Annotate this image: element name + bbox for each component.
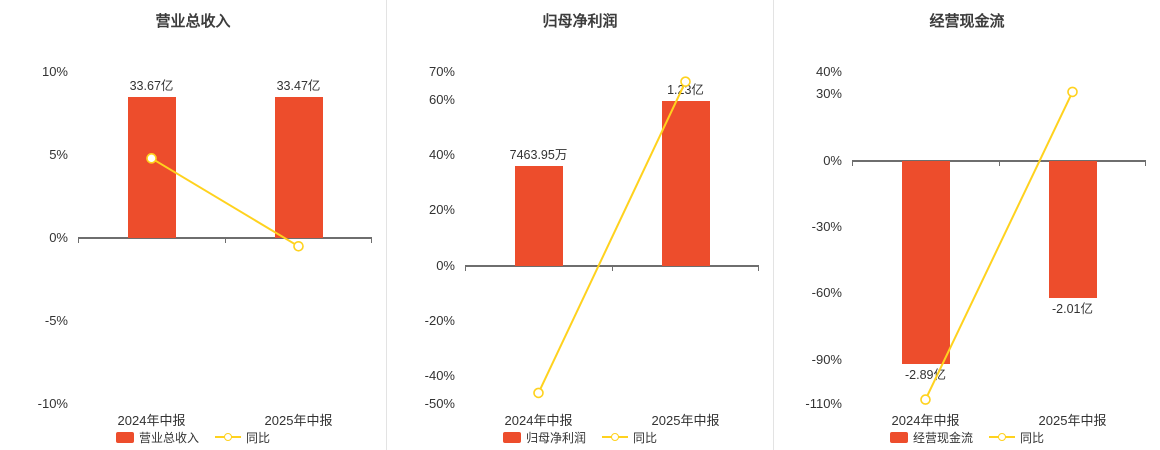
x-axis-label: 2024年中报 [504, 413, 573, 428]
plot-area: 40% 30% 0% -30% -60% -90% -110% -2.89亿 -2.01亿 202… [774, 40, 1160, 428]
x-axis-label: 2025年中报 [651, 413, 720, 428]
x-axis-label: 2025年中报 [1038, 413, 1107, 428]
legend: 营业总收入 同比 [0, 424, 386, 450]
bar-value-label: -2.01亿 [1052, 301, 1093, 316]
y-tick-label: -40% [424, 368, 455, 384]
y-tick-label: 20% [428, 202, 455, 218]
bar-value-label: 33.67亿 [129, 78, 174, 93]
y-tick-label: -5% [44, 313, 68, 328]
line-legend-label[interactable]: 同比 [633, 430, 658, 445]
chart-panel-net-profit: 归母净利润 70% 60% 40% 20% 0% -20% -40% -50% 7463.95万… [387, 0, 774, 450]
bar-value-label: 33.47亿 [276, 78, 321, 93]
y-tick-label: -50% [424, 396, 455, 411]
axis-tick [465, 265, 466, 271]
y-tick-label: -60% [811, 285, 842, 301]
y-tick-label: 40% [428, 147, 455, 162]
y-tick-label: 70% [428, 64, 455, 79]
axis-tick [852, 160, 853, 166]
y-tick-label: 60% [428, 91, 455, 107]
bar-2025年中报[interactable] [1048, 160, 1097, 298]
bar-legend-swatch[interactable] [889, 431, 908, 443]
axis-tick [78, 238, 79, 243]
y-tick-label: 0% [436, 257, 455, 273]
bar-2024年中报[interactable] [514, 166, 563, 266]
y-tick-label: -30% [811, 218, 842, 234]
y-tick-label: 40% [815, 64, 842, 79]
bar-legend-swatch[interactable] [502, 431, 521, 443]
axis-tick [225, 238, 226, 243]
chart-panel-operating-cash-flow: 经营现金流 40% 30% 0% -30% -60% -90% -110% -2.89亿 -2.… [774, 0, 1160, 450]
legend: 归母净利润 同比 [387, 424, 773, 450]
y-tick-label: -90% [811, 351, 842, 367]
axis-tick [758, 265, 759, 271]
bar-value-label: -2.89亿 [905, 368, 946, 383]
line-legend-circle-icon [998, 433, 1006, 441]
y-tick-label: 10% [41, 64, 68, 79]
line-legend-circle-icon [224, 433, 232, 441]
axis-tick [371, 238, 372, 243]
x-axis-label: 2025年中报 [264, 413, 333, 428]
bar-legend-label[interactable]: 营业总收入 [138, 430, 199, 445]
y-tick-label: -20% [424, 313, 455, 328]
y-tick-label: 0% [49, 230, 68, 245]
chart-title: 营业总收入 [155, 13, 231, 30]
y-tick-label: 30% [815, 86, 842, 102]
bar-value-label: 1.23亿 [667, 83, 704, 98]
yoy-line-marker[interactable] [533, 387, 544, 399]
yoy-line-marker[interactable] [1067, 86, 1078, 98]
chart-title: 经营现金流 [929, 13, 1005, 30]
plot-area: 70% 60% 40% 20% 0% -20% -40% -50% 7463.95万 1.23亿 2… [387, 40, 773, 428]
bar-legend-label[interactable]: 归母净利润 [525, 430, 586, 445]
bar-value-label: 7463.95万 [509, 148, 568, 163]
y-tick-label: -10% [37, 396, 68, 411]
axis-tick [999, 160, 1000, 166]
legend: 经营现金流 同比 [774, 424, 1160, 450]
bar-legend-label[interactable]: 经营现金流 [912, 430, 973, 445]
bar-2025年中报[interactable] [661, 101, 710, 266]
chart-title: 归母净利润 [542, 13, 618, 30]
x-axis-label: 2024年中报 [117, 413, 186, 428]
line-legend-marker[interactable] [602, 432, 628, 442]
line-legend-label[interactable]: 同比 [246, 430, 271, 445]
bar-2024年中报[interactable] [901, 160, 950, 365]
line-legend-marker[interactable] [989, 432, 1015, 442]
line-legend-marker[interactable] [215, 432, 241, 442]
y-tick-label: 0% [823, 152, 842, 168]
bar-2025年中报[interactable] [274, 96, 323, 238]
axis-tick [612, 265, 613, 271]
y-tick-label: 5% [49, 147, 68, 162]
yoy-line-marker[interactable] [920, 394, 931, 405]
plot-area: 10% 5% 0% -5% -10% 33.67亿 33.47亿 2024年中报 2025年中报 [0, 40, 386, 428]
line-legend-label[interactable]: 同比 [1020, 430, 1045, 445]
bar-2024年中报[interactable] [127, 96, 176, 238]
yoy-line-marker[interactable] [293, 241, 304, 252]
axis-tick [1145, 160, 1146, 166]
bar-legend-swatch[interactable] [115, 431, 134, 443]
chart-panel-operating-revenue: 营业总收入 10% 5% 0% -5% -10% 33.67亿 33.47亿 2024年中报 2… [0, 0, 387, 450]
line-legend-circle-icon [611, 433, 619, 441]
x-axis-label: 2024年中报 [891, 413, 960, 428]
y-tick-label: -110% [805, 396, 842, 411]
